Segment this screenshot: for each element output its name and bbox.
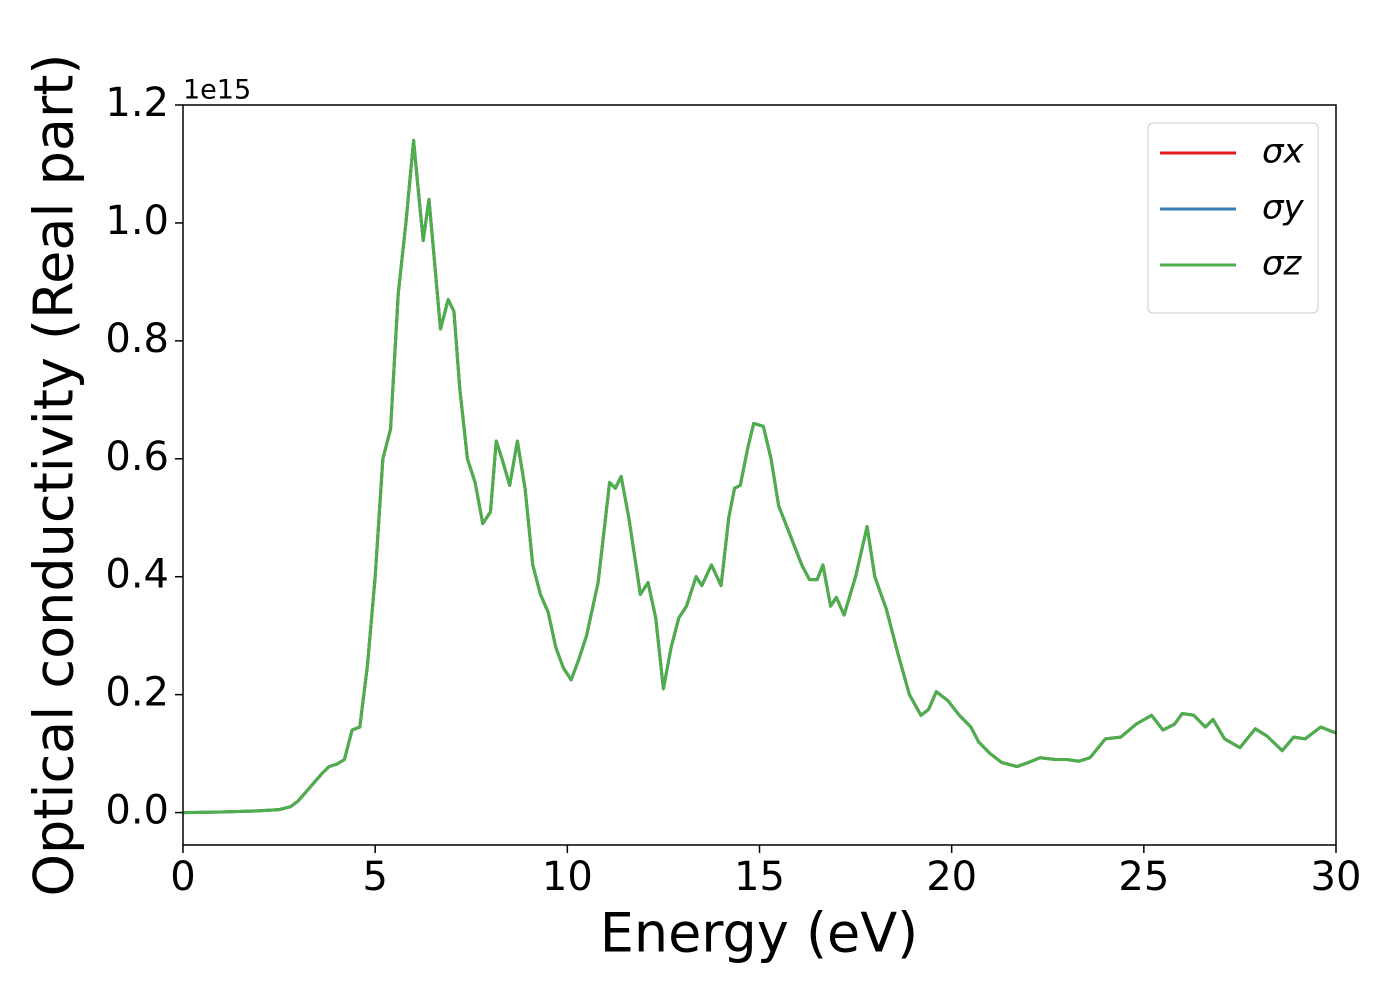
y-tick-label: 1.2 [105, 80, 169, 126]
y-axis-label: Optical conductivity (Real part) [23, 54, 86, 897]
x-tick-label: 15 [734, 854, 785, 900]
legend-label: σz [1262, 244, 1303, 284]
series-line [183, 138, 1336, 815]
y-tick-label: 0.6 [105, 434, 169, 480]
plot-frame [182, 104, 1337, 846]
legend-label: σy [1262, 188, 1305, 228]
y-offset-label: 1e15 [183, 75, 251, 106]
y-tick-label: 1.0 [105, 198, 169, 244]
y-tick-label: 0.4 [105, 552, 169, 598]
x-tick-label: 25 [1118, 854, 1169, 900]
y-tick-label: 0.0 [105, 788, 169, 834]
x-tick-label: 0 [170, 854, 195, 900]
x-tick-label: 10 [542, 854, 593, 900]
legend-label: σx [1262, 132, 1305, 172]
y-tick-label: 0.8 [105, 316, 169, 362]
x-tick-label: 30 [1311, 854, 1362, 900]
x-axis-label: Energy (eV) [600, 902, 919, 965]
x-tick-label: 20 [926, 854, 977, 900]
y-tick-label: 0.2 [105, 670, 169, 716]
x-tick-label: 5 [362, 854, 387, 900]
